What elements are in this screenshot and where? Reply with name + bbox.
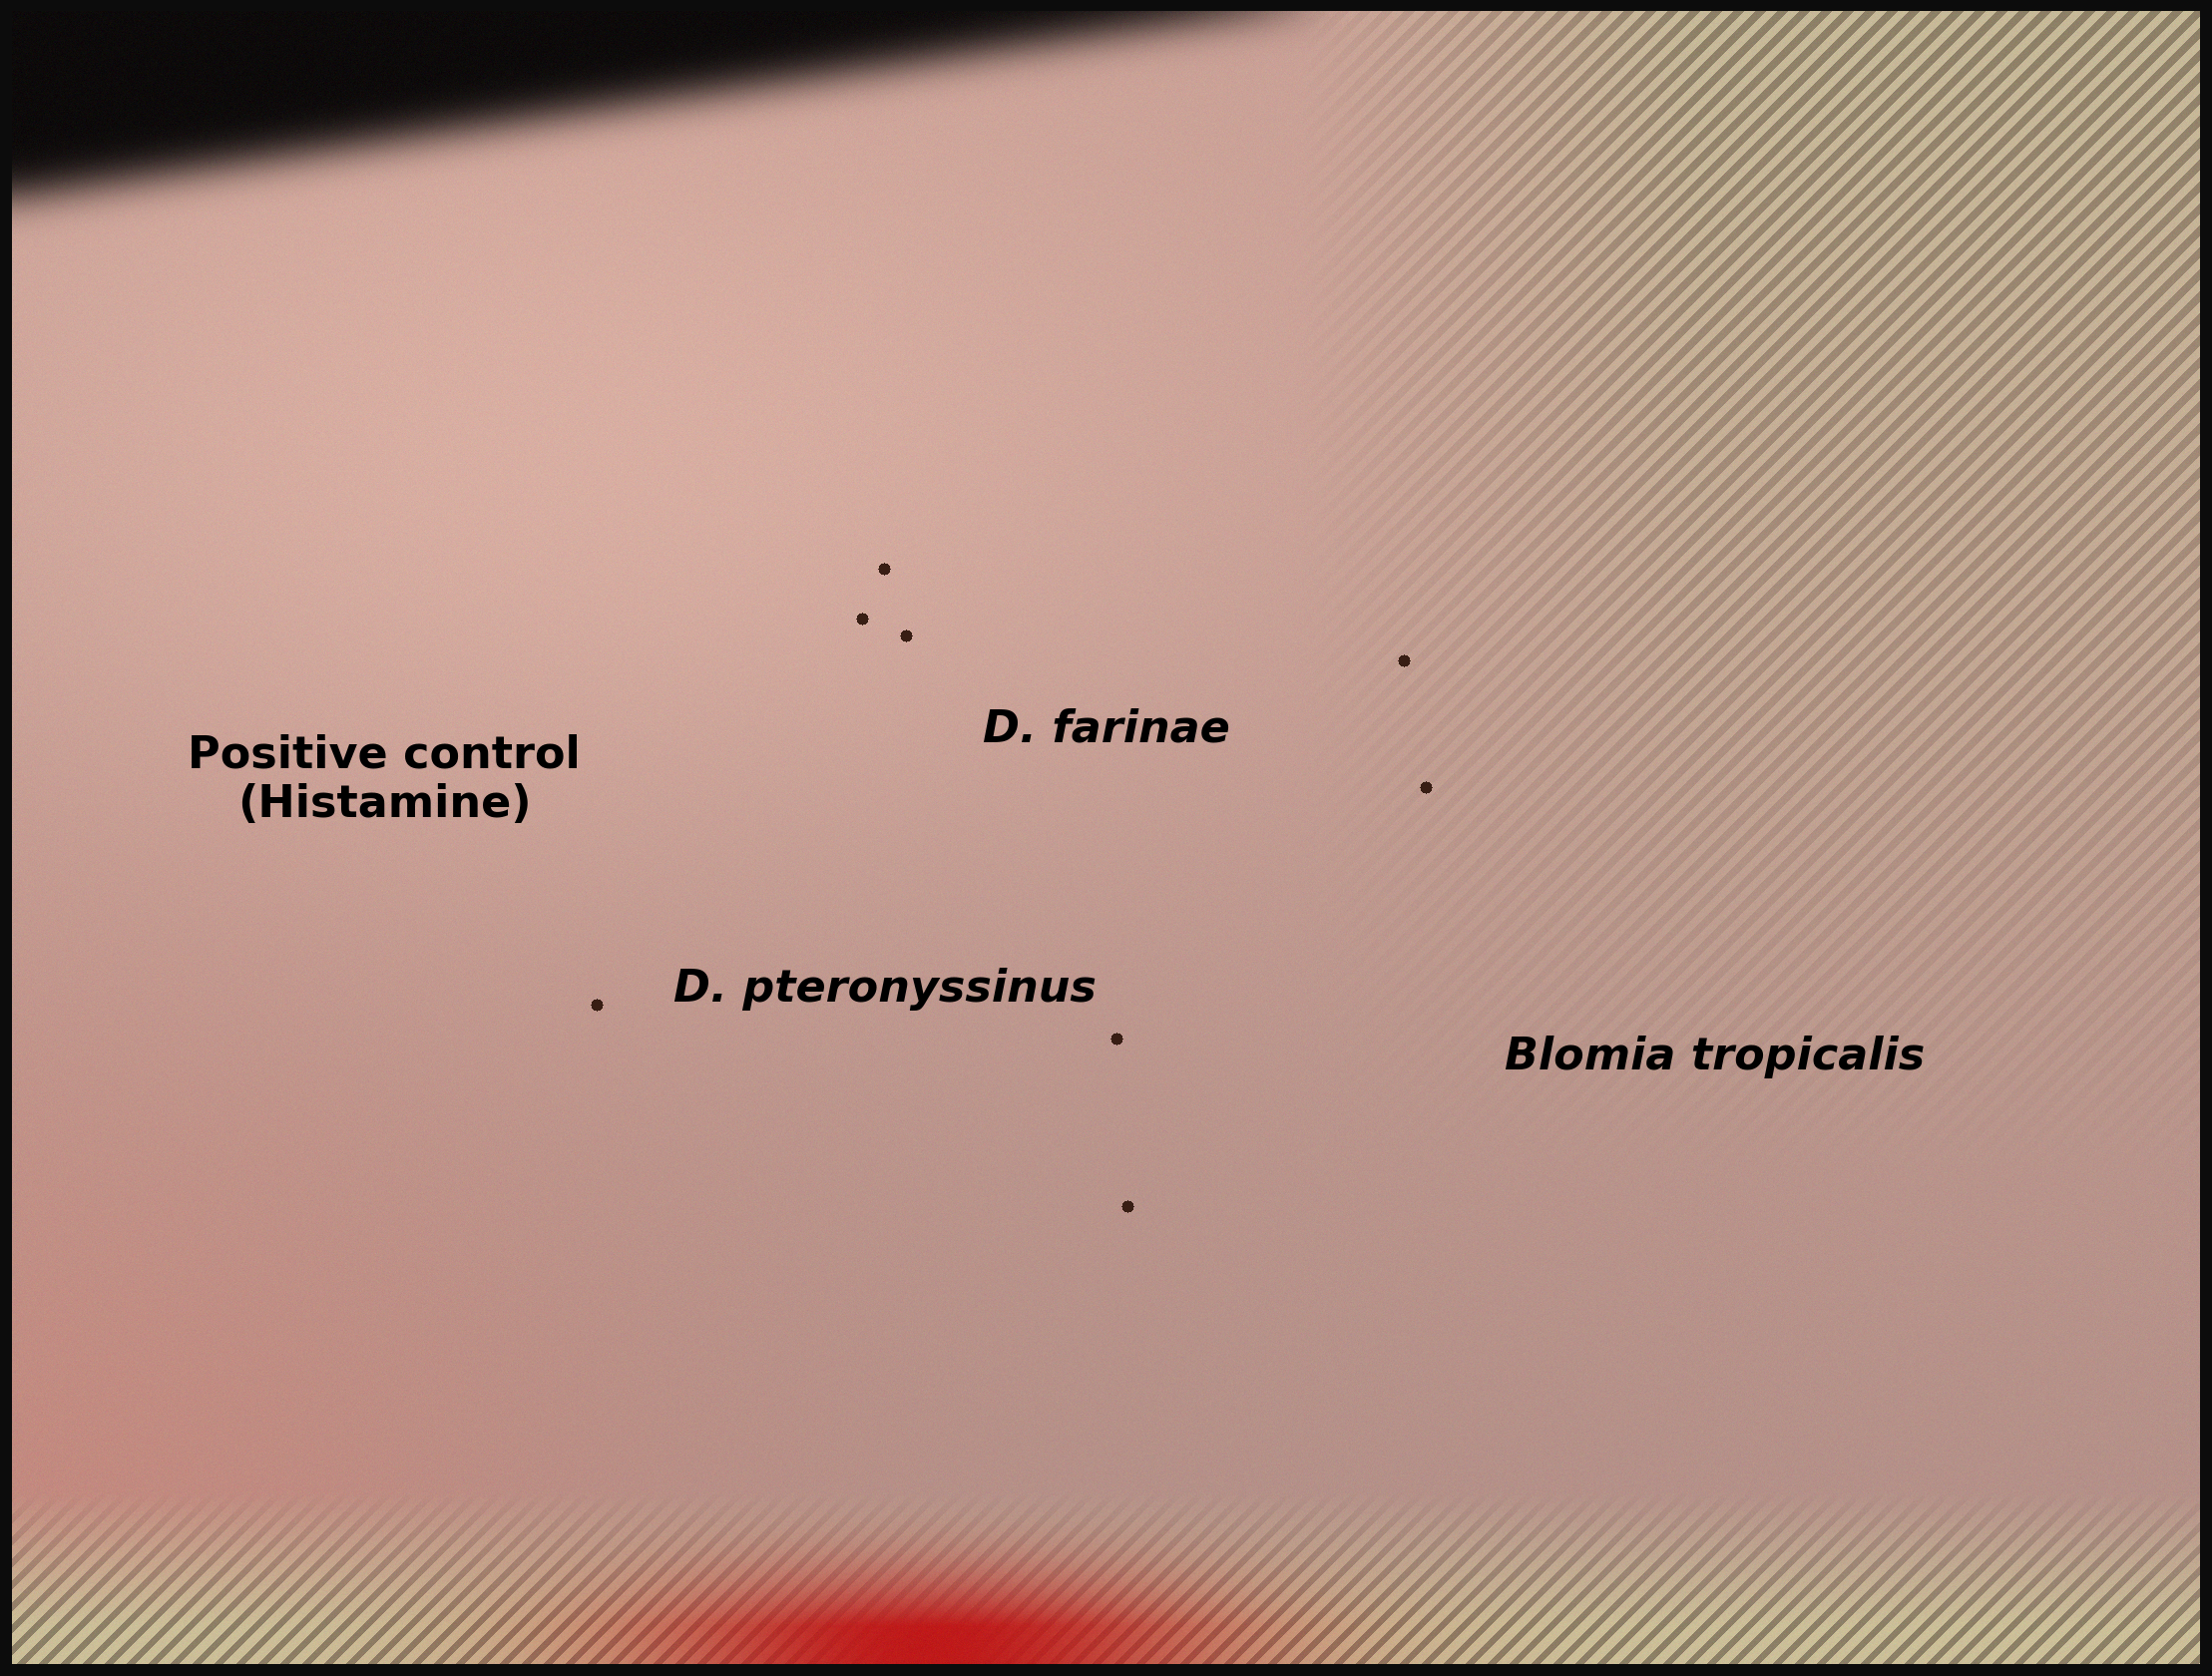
Text: D. farinae: D. farinae	[982, 707, 1230, 751]
Text: Positive control
(Histamine): Positive control (Histamine)	[188, 732, 582, 826]
Text: Blomia tropicalis: Blomia tropicalis	[1504, 1034, 1924, 1078]
Text: D. pteronyssinus: D. pteronyssinus	[672, 967, 1097, 1011]
